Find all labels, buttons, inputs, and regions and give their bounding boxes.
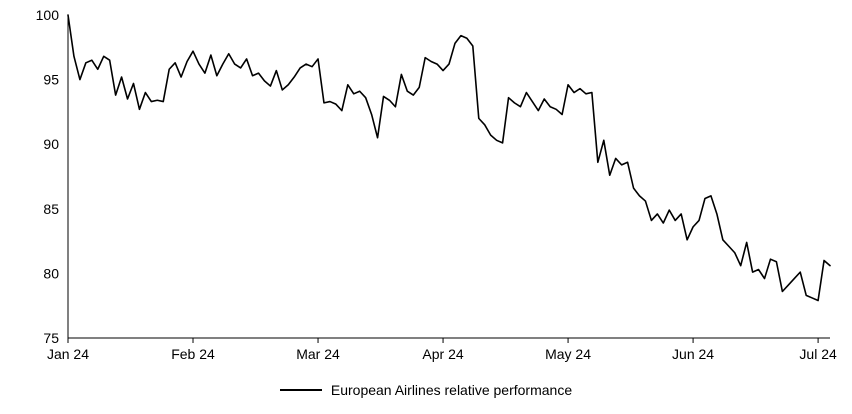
y-tick-label: 80 — [43, 265, 59, 281]
x-tick-label: Jun 24 — [672, 346, 714, 362]
x-tick-label: Apr 24 — [422, 346, 463, 362]
legend: European Airlines relative performance — [0, 366, 852, 414]
x-tick-label: Mar 24 — [296, 346, 340, 362]
performance-line — [67, 14, 831, 302]
x-tick-label: Jul 24 — [799, 346, 837, 362]
y-tick-label: 85 — [43, 201, 59, 217]
plot-area: 75 80 85 90 95 100 Jan 24 Feb 24 Mar 24 Apr 24 May… — [36, 7, 837, 362]
x-tick-label: May 24 — [545, 346, 591, 362]
y-tick-label: 95 — [43, 72, 59, 88]
chart-svg: 75 80 85 90 95 100 Jan 24 Feb 24 Mar 24 Apr 24 May… — [36, 7, 837, 362]
legend-label: European Airlines relative performance — [330, 382, 573, 398]
y-tick-label: 75 — [43, 330, 59, 346]
legend-line-sample — [279, 389, 322, 391]
x-tick-label: Feb 24 — [171, 346, 215, 362]
y-tick-label: 90 — [43, 136, 59, 152]
x-tick-label: Jan 24 — [47, 346, 89, 362]
y-tick-label: 100 — [36, 7, 60, 23]
